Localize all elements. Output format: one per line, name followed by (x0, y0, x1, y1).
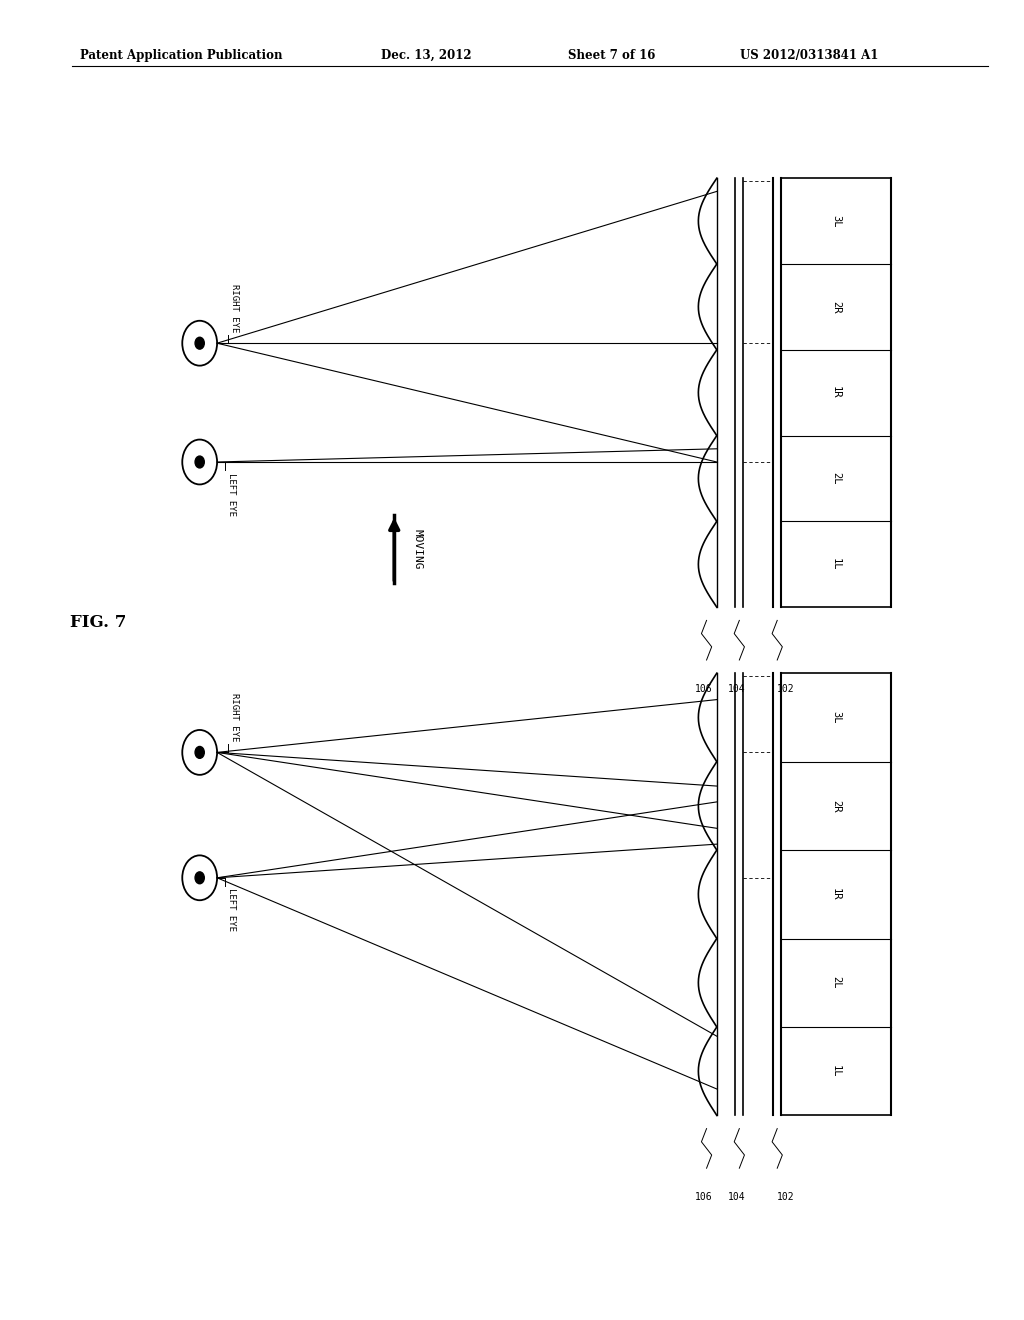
Text: 3L: 3L (831, 711, 841, 723)
Text: RIGHT EYE: RIGHT EYE (230, 284, 240, 333)
Text: 106: 106 (694, 684, 713, 694)
Text: Dec. 13, 2012: Dec. 13, 2012 (381, 49, 472, 62)
Text: 106: 106 (694, 1192, 713, 1203)
Text: Patent Application Publication: Patent Application Publication (80, 49, 283, 62)
Text: Sheet 7 of 16: Sheet 7 of 16 (568, 49, 655, 62)
Text: 102: 102 (776, 684, 795, 694)
Text: RIGHT EYE: RIGHT EYE (230, 693, 240, 742)
Text: MOVING: MOVING (413, 529, 423, 569)
Text: 2L: 2L (831, 977, 841, 989)
Circle shape (195, 337, 205, 350)
Text: 104: 104 (727, 684, 745, 694)
Text: LEFT EYE: LEFT EYE (227, 473, 237, 516)
Text: 2L: 2L (831, 473, 841, 484)
Text: 2R: 2R (831, 800, 841, 812)
Text: 102: 102 (776, 1192, 795, 1203)
Circle shape (195, 871, 205, 884)
Text: 2R: 2R (831, 301, 841, 313)
Text: US 2012/0313841 A1: US 2012/0313841 A1 (740, 49, 879, 62)
Text: LEFT EYE: LEFT EYE (227, 888, 237, 932)
Text: 1R: 1R (831, 888, 841, 900)
Text: 1L: 1L (831, 1065, 841, 1077)
Text: 1R: 1R (831, 387, 841, 399)
Text: 104: 104 (727, 1192, 745, 1203)
Circle shape (195, 455, 205, 469)
Text: 1L: 1L (831, 558, 841, 570)
Circle shape (195, 746, 205, 758)
Text: FIG. 7: FIG. 7 (70, 614, 126, 631)
Text: 3L: 3L (831, 215, 841, 227)
